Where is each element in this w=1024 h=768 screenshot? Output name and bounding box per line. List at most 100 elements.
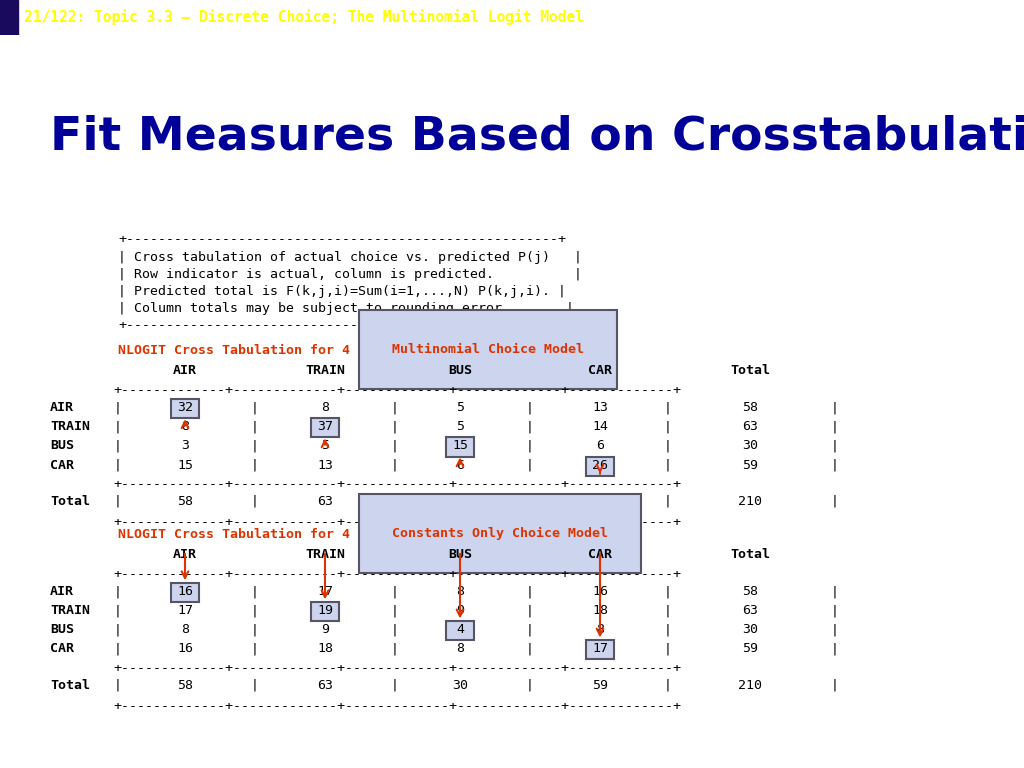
Text: 32: 32 — [177, 402, 193, 414]
Text: 8: 8 — [456, 585, 464, 598]
Text: 19: 19 — [317, 604, 333, 617]
Text: 26: 26 — [592, 458, 608, 472]
Text: |: | — [664, 679, 672, 691]
Text: |: | — [526, 604, 534, 617]
Text: |: | — [664, 458, 672, 472]
Text: 8: 8 — [596, 624, 604, 637]
Text: Fit Measures Based on Crosstabulation: Fit Measures Based on Crosstabulation — [50, 115, 1024, 160]
Text: |: | — [664, 642, 672, 655]
Text: |: | — [114, 585, 122, 598]
Text: |: | — [251, 585, 259, 598]
FancyBboxPatch shape — [446, 438, 474, 456]
Text: +------------------------------------------------------+: +---------------------------------------… — [118, 319, 566, 332]
Text: 37: 37 — [317, 420, 333, 433]
Text: |: | — [664, 439, 672, 452]
Text: |: | — [251, 402, 259, 414]
Text: |: | — [114, 495, 122, 508]
Text: Multinomial Choice Model: Multinomial Choice Model — [391, 343, 584, 356]
Text: |: | — [664, 420, 672, 433]
Text: BUS: BUS — [50, 439, 74, 452]
Text: |: | — [831, 495, 839, 508]
Text: 59: 59 — [592, 495, 608, 508]
Text: |: | — [831, 439, 839, 452]
Text: 13: 13 — [592, 402, 608, 414]
Text: 17: 17 — [592, 642, 608, 655]
Text: |: | — [526, 495, 534, 508]
Text: 59: 59 — [592, 679, 608, 691]
Text: 9: 9 — [321, 624, 329, 637]
Text: 58: 58 — [177, 495, 193, 508]
Text: 16: 16 — [177, 585, 193, 598]
Text: BUS: BUS — [50, 624, 74, 637]
Text: |: | — [251, 624, 259, 637]
Text: |: | — [664, 585, 672, 598]
Text: |: | — [251, 458, 259, 472]
Text: |: | — [114, 402, 122, 414]
Text: 5: 5 — [321, 439, 329, 452]
Text: |: | — [526, 585, 534, 598]
Text: 3: 3 — [181, 439, 189, 452]
Text: NLOGIT Cross Tabulation for 4 outcome: NLOGIT Cross Tabulation for 4 outcome — [118, 528, 422, 541]
Text: +-------------+-------------+-------------+-------------+-------------+: +-------------+-------------+-----------… — [113, 478, 681, 491]
Text: |: | — [251, 420, 259, 433]
Text: CAR: CAR — [588, 364, 612, 377]
Text: | Cross tabulation of actual choice vs. predicted P(j)   |: | Cross tabulation of actual choice vs. … — [118, 250, 582, 263]
Text: 8: 8 — [321, 402, 329, 414]
Text: 210: 210 — [738, 495, 762, 508]
Text: Total: Total — [730, 364, 770, 377]
Text: +-------------+-------------+-------------+-------------+-------------+: +-------------+-------------+-----------… — [113, 516, 681, 529]
Text: 58: 58 — [177, 679, 193, 691]
Text: +-------------+-------------+-------------+-------------+-------------+: +-------------+-------------+-----------… — [113, 568, 681, 581]
Text: |: | — [664, 495, 672, 508]
Text: |: | — [391, 439, 399, 452]
Text: 16: 16 — [592, 585, 608, 598]
Text: CAR: CAR — [50, 642, 74, 655]
Text: BUS: BUS — [449, 364, 472, 377]
Text: 17: 17 — [317, 585, 333, 598]
Text: 4: 4 — [456, 624, 464, 637]
Text: 5: 5 — [456, 420, 464, 433]
Text: |: | — [526, 402, 534, 414]
Text: |: | — [114, 624, 122, 637]
Text: 58: 58 — [742, 585, 758, 598]
Text: |: | — [251, 679, 259, 691]
Text: 59: 59 — [742, 458, 758, 472]
FancyBboxPatch shape — [171, 399, 199, 419]
Text: |: | — [391, 604, 399, 617]
Text: 30: 30 — [742, 624, 758, 637]
Text: |: | — [391, 624, 399, 637]
Text: |: | — [391, 420, 399, 433]
Text: Constants Only Choice Model: Constants Only Choice Model — [391, 527, 607, 540]
Text: 59: 59 — [742, 642, 758, 655]
Text: AIR: AIR — [50, 402, 74, 414]
Text: 15: 15 — [452, 439, 468, 452]
Text: |: | — [831, 458, 839, 472]
Text: 63: 63 — [317, 495, 333, 508]
Text: 30: 30 — [452, 495, 468, 508]
Text: 16: 16 — [177, 585, 193, 598]
Text: |: | — [114, 604, 122, 617]
Text: 5: 5 — [456, 402, 464, 414]
Text: 13: 13 — [317, 458, 333, 472]
Text: NLOGIT Cross Tabulation for 4 outcome: NLOGIT Cross Tabulation for 4 outcome — [118, 344, 422, 357]
Text: 63: 63 — [742, 604, 758, 617]
Text: CAR: CAR — [588, 548, 612, 561]
Text: |: | — [664, 624, 672, 637]
Text: 14: 14 — [592, 420, 608, 433]
Text: |: | — [526, 679, 534, 691]
Text: Total: Total — [50, 495, 90, 508]
Text: 6: 6 — [596, 439, 604, 452]
Text: 32: 32 — [177, 402, 193, 414]
Text: 21/122: Topic 3.3 – Discrete Choice; The Multinomial Logit Model: 21/122: Topic 3.3 – Discrete Choice; The… — [24, 9, 584, 25]
Text: TRAIN: TRAIN — [305, 548, 345, 561]
Text: 37: 37 — [317, 420, 333, 433]
Text: |: | — [831, 679, 839, 691]
Text: |: | — [114, 642, 122, 655]
Text: 210: 210 — [738, 679, 762, 691]
Text: 58: 58 — [742, 402, 758, 414]
Text: |: | — [526, 439, 534, 452]
Text: 8: 8 — [456, 642, 464, 655]
Text: AIR: AIR — [173, 548, 197, 561]
Text: BUS: BUS — [449, 548, 472, 561]
Text: 15: 15 — [452, 439, 468, 452]
